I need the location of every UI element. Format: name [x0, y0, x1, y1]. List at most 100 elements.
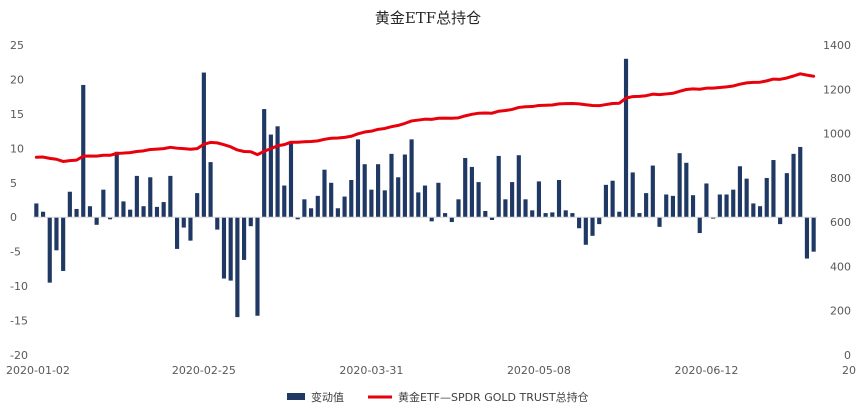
bar [771, 160, 776, 218]
bar [476, 182, 481, 218]
bar [121, 201, 126, 218]
bar [362, 164, 367, 218]
legend-label-bar: 变动值 [311, 390, 344, 404]
left-tick-label: 25 [10, 39, 24, 52]
bar [711, 217, 716, 219]
left-tick-label: 5 [10, 177, 17, 190]
line-series-group [34, 72, 816, 163]
bar [329, 182, 334, 218]
bar [429, 217, 434, 222]
right-axis: 1400 1200 1000 800 600 400 200 0 [823, 39, 851, 362]
bar [483, 211, 488, 218]
bar [516, 155, 521, 218]
bar [195, 193, 200, 218]
bar [188, 217, 193, 241]
bar [670, 195, 675, 218]
bar [684, 162, 689, 218]
bar [764, 177, 769, 218]
bar [148, 177, 153, 218]
bar [496, 155, 501, 218]
bar [389, 153, 394, 218]
bar [215, 217, 220, 230]
bar [47, 217, 52, 283]
left-tick-label: -20 [10, 349, 28, 362]
right-tick-label: 0 [844, 349, 851, 362]
left-axis: 25 20 15 10 5 0 -5 -10 -15 -20 [10, 39, 28, 362]
bar [295, 217, 300, 220]
bar [664, 194, 669, 218]
bar [94, 217, 99, 225]
x-axis: 2020-01-02 2020-02-25 2020-03-31 2020-05-08… [6, 364, 856, 377]
bar [288, 142, 294, 218]
right-tick-label: 200 [830, 305, 851, 318]
bar [724, 194, 729, 218]
bar [161, 202, 166, 218]
left-tick-label: -5 [10, 246, 21, 259]
bar [443, 213, 448, 218]
bar [510, 182, 515, 218]
bar [503, 199, 508, 218]
bar-series [34, 58, 816, 318]
bar [778, 217, 783, 225]
bar [61, 217, 66, 271]
bar [74, 208, 79, 218]
bar [677, 153, 682, 218]
left-tick-label: -10 [10, 280, 28, 293]
bar [221, 217, 227, 279]
bar [40, 211, 46, 218]
bar [154, 206, 160, 218]
x-tick-label: 2020-05-08 [507, 364, 571, 377]
bar [570, 213, 575, 218]
chart-title: 黄金ETF总持仓 [375, 9, 481, 27]
bar [543, 213, 548, 218]
bar [342, 196, 347, 218]
legend: 变动值 黄金ETF—SPDR GOLD TRUST总持仓 [287, 390, 589, 404]
bar [617, 211, 622, 218]
bar [114, 151, 119, 218]
bar [623, 58, 629, 218]
bar [657, 217, 662, 227]
bar [101, 189, 106, 218]
bar [536, 181, 541, 218]
x-tick-label: 2020-01-02 [6, 364, 70, 377]
bar [409, 139, 414, 218]
bar [335, 208, 340, 218]
bar [255, 217, 260, 316]
bar [697, 217, 702, 234]
x-tick-label: 2020-06-12 [674, 364, 738, 377]
left-tick-label: 10 [10, 142, 24, 155]
bar [315, 195, 320, 218]
bar [530, 210, 535, 218]
bar [469, 166, 474, 218]
bar [798, 146, 803, 218]
bar [369, 189, 374, 218]
right-tick-label: 1400 [823, 39, 851, 52]
bar [34, 203, 39, 218]
bar [650, 165, 655, 218]
bar [282, 185, 287, 218]
x-tick-label: 2020-02-25 [172, 364, 236, 377]
bar [603, 184, 608, 218]
bar [174, 217, 180, 249]
bar [382, 190, 387, 218]
bar [141, 206, 146, 218]
bar [550, 212, 555, 218]
bar [228, 217, 233, 281]
bar [690, 195, 696, 218]
bar [208, 162, 213, 218]
right-tick-label: 1200 [823, 83, 851, 96]
bar [242, 217, 247, 260]
bar [644, 193, 649, 218]
bar [523, 199, 528, 218]
bar [355, 139, 361, 218]
left-tick-label: -15 [10, 315, 28, 328]
bar [811, 217, 816, 252]
bar [751, 203, 756, 218]
bar [349, 180, 354, 218]
bar [737, 166, 743, 218]
bar [168, 175, 173, 218]
bar [128, 209, 133, 218]
bar [376, 164, 381, 218]
bar [416, 192, 421, 218]
